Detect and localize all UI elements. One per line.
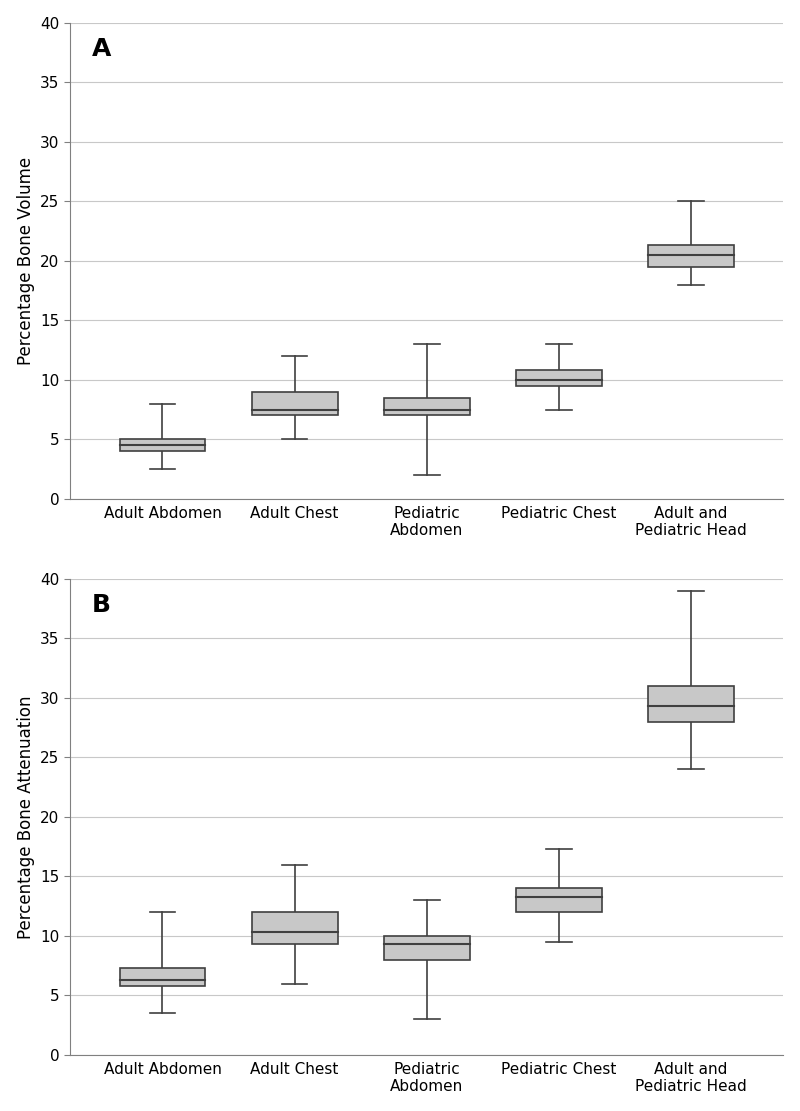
Bar <box>648 246 734 267</box>
Bar <box>648 685 734 722</box>
Bar <box>516 370 602 386</box>
Y-axis label: Percentage Bone Volume: Percentage Bone Volume <box>17 157 34 364</box>
Text: A: A <box>91 37 110 61</box>
Bar <box>119 439 206 451</box>
Bar <box>516 889 602 912</box>
Bar <box>119 968 206 985</box>
Y-axis label: Percentage Bone Attenuation: Percentage Bone Attenuation <box>17 695 34 939</box>
Bar <box>384 935 470 960</box>
Text: B: B <box>91 593 110 617</box>
Bar <box>252 392 338 416</box>
Bar <box>384 398 470 416</box>
Bar <box>252 912 338 944</box>
